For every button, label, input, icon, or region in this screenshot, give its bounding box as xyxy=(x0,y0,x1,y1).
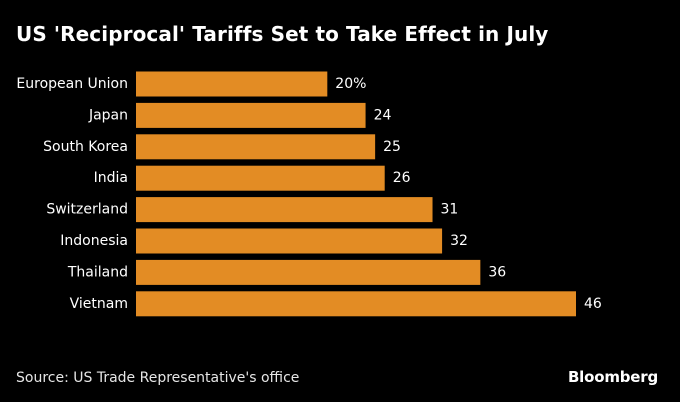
chart-title: US 'Reciprocal' Tariffs Set to Take Effe… xyxy=(16,22,549,46)
bar xyxy=(136,134,376,160)
bar xyxy=(136,165,385,191)
bar xyxy=(136,102,366,128)
bar xyxy=(136,197,433,223)
bar xyxy=(136,71,328,97)
value-label: 32 xyxy=(450,233,468,249)
source-note: Source: US Trade Representative's office xyxy=(16,370,300,386)
category-label: Vietnam xyxy=(70,296,128,312)
value-label: 36 xyxy=(488,264,506,280)
value-label: 46 xyxy=(584,296,602,312)
value-label: 20% xyxy=(335,76,366,92)
category-label: Japan xyxy=(88,107,128,123)
bloomberg-logo: Bloomberg xyxy=(567,368,658,386)
category-label: India xyxy=(94,170,128,186)
value-label: 31 xyxy=(441,202,459,218)
category-label: Indonesia xyxy=(60,233,128,249)
category-label: Switzerland xyxy=(46,202,128,218)
value-label: 25 xyxy=(383,139,401,155)
category-label: Thailand xyxy=(67,264,128,280)
category-label: South Korea xyxy=(43,139,128,155)
category-label: European Union xyxy=(16,76,128,92)
bar xyxy=(136,228,443,254)
value-label: 26 xyxy=(393,170,411,186)
bar xyxy=(136,259,481,285)
value-label: 24 xyxy=(374,107,392,123)
bar xyxy=(136,291,576,317)
